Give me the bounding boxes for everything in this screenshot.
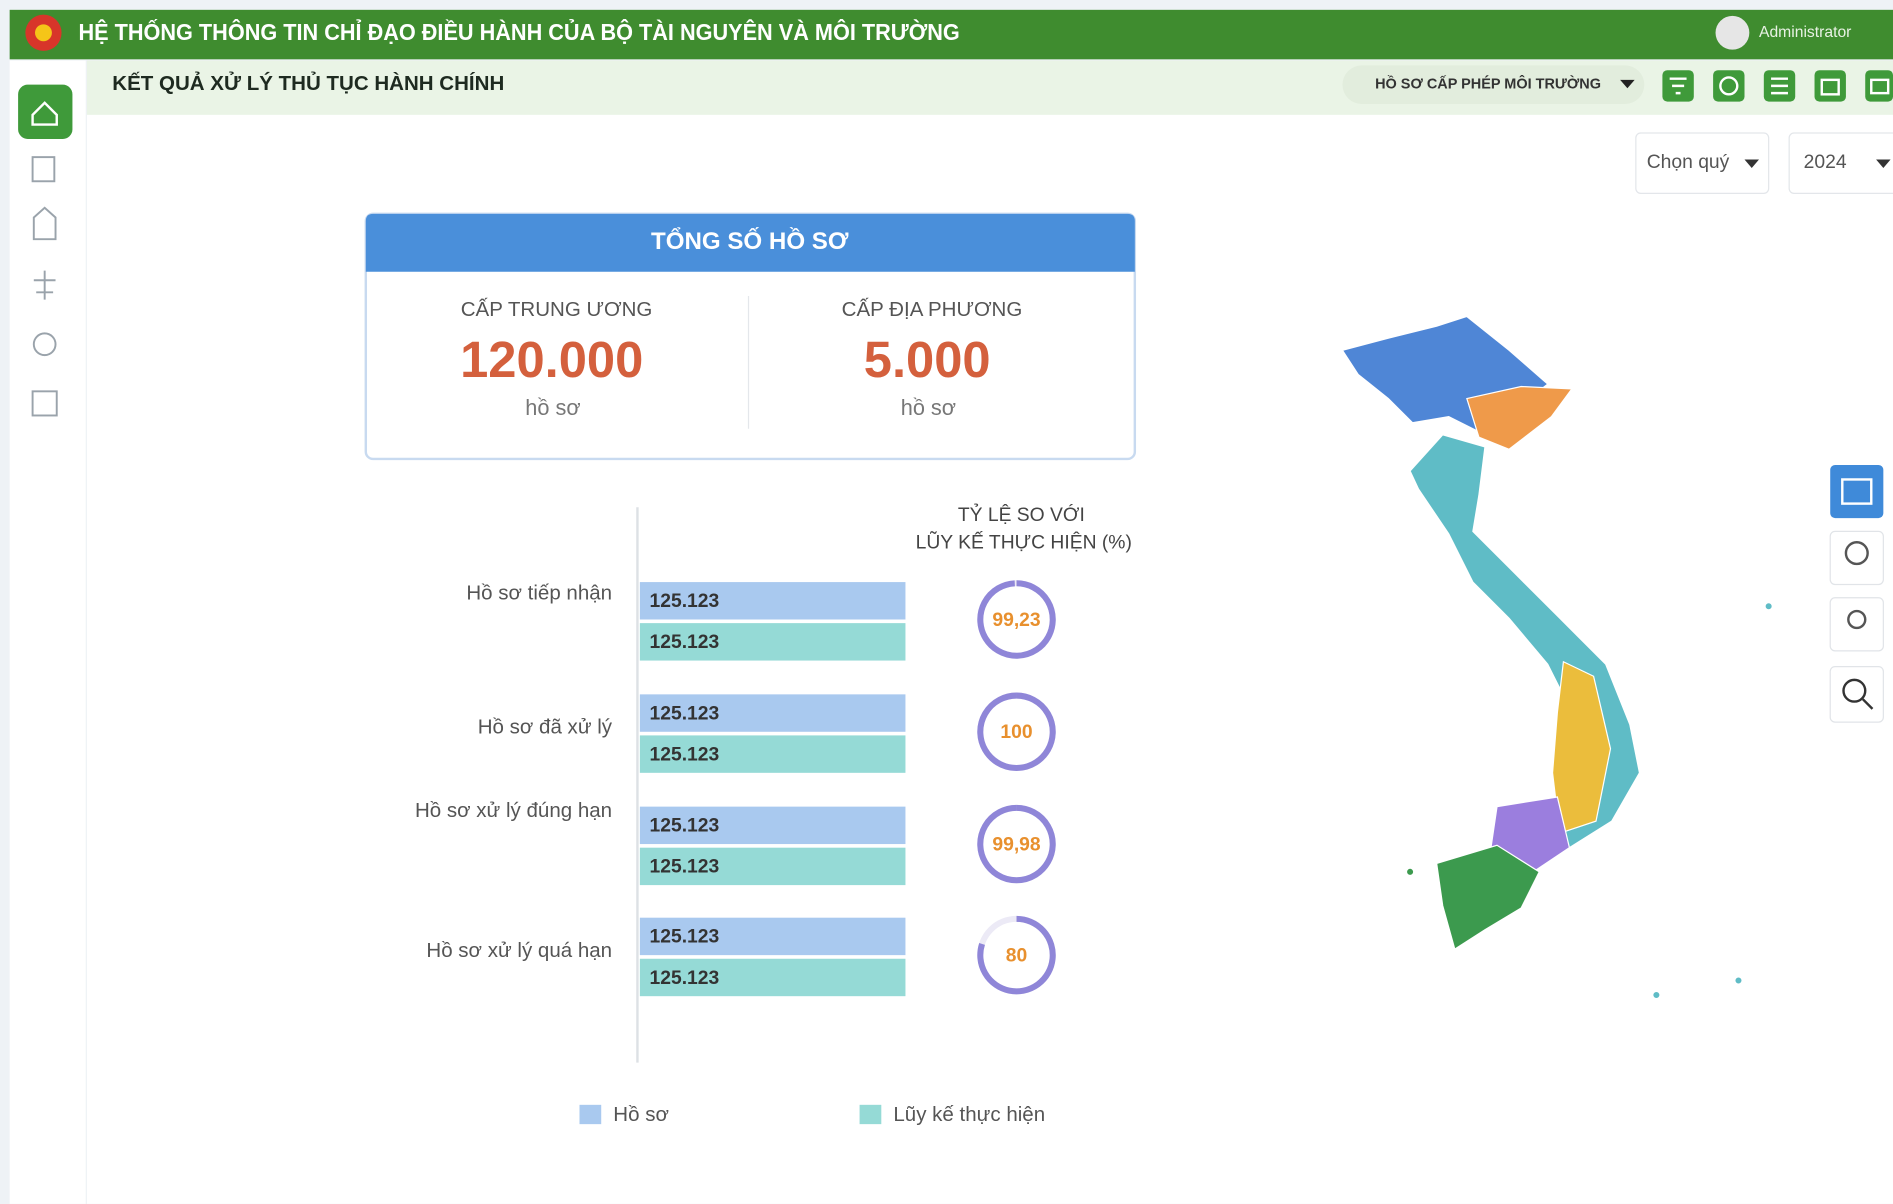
category-label: Hồ sơ xử lý đúng hạn (415, 799, 612, 822)
ratio-title: TỶ LỆ SO VỚI (958, 503, 1085, 526)
ratio-title: LŨY KẾ THỰC HIỆN (%) (916, 530, 1132, 554)
map-tool[interactable] (1830, 667, 1883, 723)
map-tool[interactable] (1830, 531, 1883, 584)
user-name[interactable]: Administrator (1759, 24, 1851, 41)
category-label: Hồ sơ xử lý quá hạn (426, 939, 612, 962)
map-tool[interactable] (1830, 465, 1883, 518)
bar-label: 125.123 (650, 857, 720, 878)
legend-swatch (860, 1105, 882, 1124)
summary-unit: hồ sơ (901, 395, 956, 420)
app-title: HỆ THỐNG THÔNG TIN CHỈ ĐẠO ĐIỀU HÀNH CỦA… (78, 19, 959, 45)
screen: HỆ THỐNG THÔNG TIN CHỈ ĐẠO ĐIỀU HÀNH CỦA… (0, 0, 1893, 1204)
map-tool[interactable] (1830, 598, 1883, 651)
tool-button[interactable] (1713, 70, 1744, 101)
bar-label: 125.123 (650, 632, 720, 653)
ratio-label: 80 (1006, 945, 1027, 966)
legend-label: Lũy kế thực hiện (893, 1103, 1045, 1126)
year-select-text[interactable]: 2024 (1804, 152, 1847, 173)
bar-label: 125.123 (650, 927, 720, 948)
bar-label: 125.123 (650, 816, 720, 837)
bar-label: 125.123 (650, 968, 720, 989)
category-label: Hồ sơ đã xử lý (478, 716, 613, 739)
page: HỆ THỐNG THÔNG TIN CHỈ ĐẠO ĐIỀU HÀNH CỦA… (0, 0, 1893, 1204)
summary-unit: hồ sơ (525, 395, 580, 420)
ratio-label: 100 (1000, 722, 1032, 743)
ratio-label: 99,98 (992, 834, 1041, 855)
summary-title: TỔNG SỐ HỒ SƠ (651, 227, 849, 255)
category-label: Hồ sơ tiếp nhận (466, 582, 612, 605)
tool-button[interactable] (1815, 70, 1846, 101)
type-dropdown-text[interactable]: HỒ SƠ CẤP PHÉP MÔI TRƯỜNG (1375, 75, 1601, 93)
summary-label: CẤP TRUNG ƯƠNG (461, 298, 653, 321)
legend-label: Hồ sơ (613, 1103, 669, 1126)
ratio-label: 99,23 (992, 610, 1041, 631)
summary-value: 120.000 (460, 331, 643, 388)
avatar[interactable] (1716, 16, 1750, 50)
home-button[interactable] (18, 85, 72, 139)
summary-label: CẤP ĐỊA PHƯƠNG (842, 298, 1023, 321)
logo-star (35, 24, 52, 41)
summary-value: 5.000 (864, 331, 991, 388)
sidebar (10, 61, 86, 1204)
page-title: KẾT QUẢ XỬ LÝ THỦ TỤC HÀNH CHÍNH (112, 71, 504, 95)
legend-swatch (579, 1105, 601, 1124)
bar-label: 125.123 (650, 703, 720, 724)
bar-label: 125.123 (650, 591, 720, 612)
quarter-select-text[interactable]: Chọn quý (1647, 152, 1730, 173)
bar-label: 125.123 (650, 744, 720, 765)
